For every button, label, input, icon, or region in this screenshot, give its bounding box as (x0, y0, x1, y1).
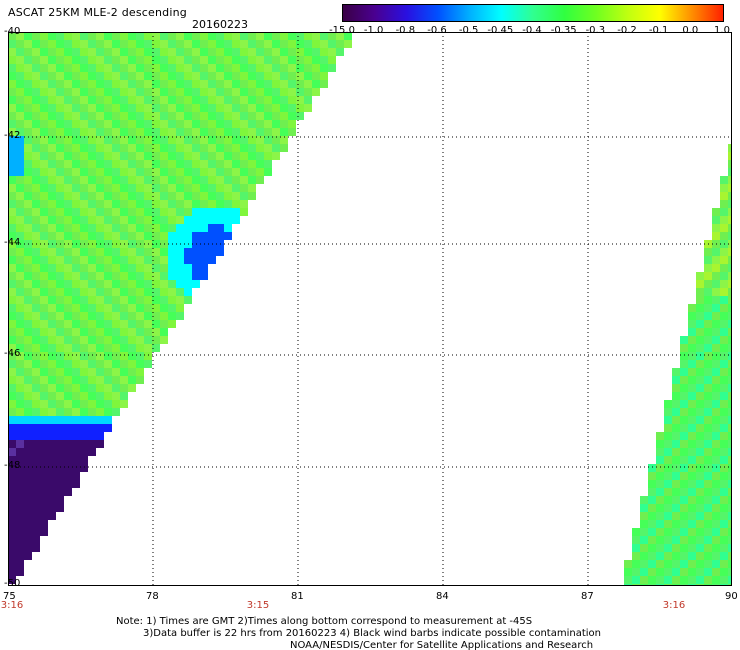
colorbar-tick-label: -0.6 (427, 25, 447, 36)
colorbar-tick-label: -0.45 (487, 25, 514, 36)
lat-label-44: -44 (4, 237, 21, 248)
lon-label-78: 78 (146, 591, 159, 602)
lon-label-90: 90 (725, 591, 738, 602)
swath-right (624, 144, 732, 586)
swath-left (8, 32, 352, 584)
colorbar-gradient (343, 5, 723, 21)
lon-label-75: 75 (3, 591, 16, 602)
note-line-2: 3)Data buffer is 22 hrs from 20160223 4)… (143, 628, 601, 639)
note-line-3: NOAA/NESDIS/Center for Satellite Applica… (290, 640, 594, 650)
colorbar-tick-label: 1.0 (714, 25, 730, 36)
lon-label-81: 81 (291, 591, 304, 602)
swath-map (8, 32, 732, 586)
figure-date: 20160223 (192, 18, 248, 31)
lat-label-46: -46 (4, 348, 21, 359)
colorbar-tick-label: -1.0 (363, 25, 384, 36)
colorbar-tick-label: -0.4 (522, 25, 542, 36)
colorbar-tick-label: -15.0 (329, 25, 355, 36)
lat-label-42: -42 (4, 130, 21, 141)
colorbar-tick-label: -0.35 (550, 25, 577, 36)
lat-label-40: -40 (4, 26, 21, 37)
time-label-middle: 3:15 (246, 600, 270, 611)
figure-title: ASCAT 25KM MLE-2 descending (8, 6, 187, 19)
colorbar-tick-label: -0.3 (585, 25, 606, 36)
colorbar-tick-label: 0.0 (682, 25, 699, 36)
time-label-right: 3:16 (662, 600, 686, 611)
colorbar (342, 4, 724, 22)
map-grid (8, 32, 732, 586)
lat-label-48: -48 (4, 460, 21, 471)
map-frame (8, 32, 732, 586)
lat-label-50: -50 (4, 578, 21, 589)
lon-label-84: 84 (436, 591, 449, 602)
colorbar-tick-label: -0.8 (395, 25, 416, 36)
note-line-1: Note: 1) Times are GMT 2)Times along bot… (116, 616, 533, 627)
colorbar-tick-label: -0.2 (617, 25, 637, 36)
lon-label-87: 87 (581, 591, 594, 602)
time-label-left: 3:16 (0, 600, 24, 611)
colorbar-tick-label: -0.5 (458, 25, 479, 36)
colorbar-tick-label: -0.1 (648, 25, 669, 36)
